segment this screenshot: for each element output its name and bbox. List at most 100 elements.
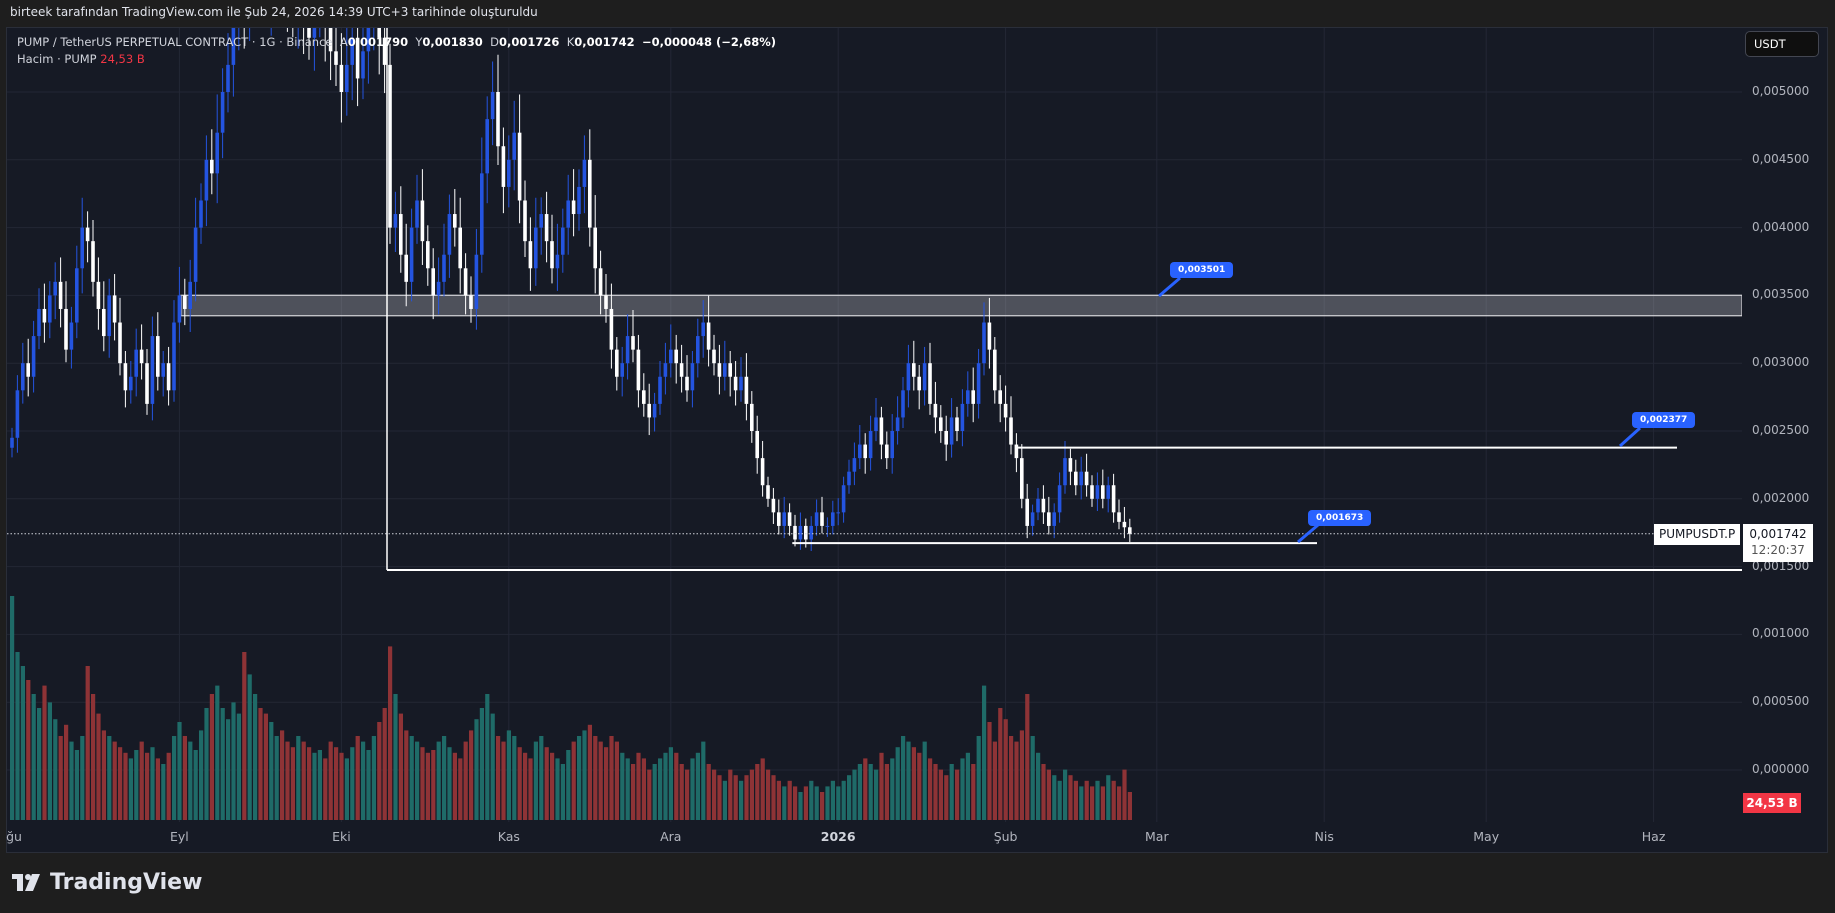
candle-body <box>922 363 927 391</box>
price-tick-label: 0,001500 <box>1752 558 1810 573</box>
candle-body <box>890 431 894 459</box>
grid <box>7 28 1742 822</box>
candle-body <box>777 512 781 526</box>
volume-bar <box>355 736 360 820</box>
volume-bar <box>47 702 52 820</box>
candle-body <box>598 268 603 296</box>
candle-body <box>161 363 165 377</box>
candle-body <box>64 308 68 350</box>
candle-body <box>150 336 155 404</box>
volume-bar <box>685 769 690 820</box>
candle-body <box>517 132 522 201</box>
volume-bar <box>20 666 25 820</box>
volume-bar <box>382 708 387 820</box>
candle-body <box>906 363 911 391</box>
volume-bar <box>906 741 911 820</box>
volume-bar <box>803 786 808 820</box>
price-callout-0-002377[interactable]: 0,002377 <box>1632 412 1696 428</box>
candle-body <box>679 363 684 377</box>
currency-button[interactable]: USDT <box>1745 31 1819 57</box>
candle-body <box>663 363 668 377</box>
candle-body <box>588 159 592 228</box>
volume-bar <box>37 708 42 820</box>
candle-body <box>361 51 365 79</box>
candle-body <box>15 390 20 438</box>
time-tick-label: ğu <box>6 829 22 844</box>
candle-body <box>415 200 419 228</box>
volume-bar <box>26 680 31 820</box>
price-tick-label: 0,003000 <box>1752 355 1810 370</box>
volume-bar <box>350 747 355 820</box>
candle-body <box>885 444 889 459</box>
candle-body <box>696 336 700 364</box>
volume-bar <box>771 775 776 820</box>
volume-bar <box>1019 730 1024 820</box>
candle-body <box>615 349 619 377</box>
price-callout-0-001673[interactable]: 0,001673 <box>1308 510 1372 526</box>
candle-body <box>836 512 840 514</box>
volume-bar <box>226 719 231 820</box>
volume-bar <box>658 758 663 820</box>
candle-body <box>469 295 473 309</box>
price-tick-label: 0,002500 <box>1752 423 1810 437</box>
candle-body <box>706 322 711 350</box>
volume-bars <box>10 596 1132 820</box>
price-callout-0-003501[interactable]: 0,003501 <box>1170 262 1234 278</box>
volume-bar <box>744 775 749 820</box>
candle-body <box>652 403 657 418</box>
candle-body <box>631 336 635 350</box>
candle-body <box>976 363 981 404</box>
candle-body <box>366 28 371 52</box>
candle-body <box>420 200 425 242</box>
candle-body <box>80 227 84 269</box>
volume-bar <box>620 752 625 820</box>
candle-body <box>690 363 695 391</box>
chart-pane[interactable] <box>6 27 1828 853</box>
volume-bar <box>922 741 927 820</box>
volume-bar <box>458 758 463 820</box>
volume-bar <box>107 736 112 820</box>
volume-bar <box>847 775 852 820</box>
volume-bar <box>209 694 214 820</box>
volume-bar <box>690 758 695 820</box>
candle-body <box>1101 485 1105 499</box>
candle-body <box>318 0 322 11</box>
volume-bar <box>134 750 139 820</box>
candle-body <box>728 363 732 377</box>
candle-body <box>701 322 705 337</box>
change-value: −0,000048 (−2,68%) <box>641 35 777 49</box>
candle-body <box>215 132 219 174</box>
volume-bar <box>447 747 452 820</box>
candle-body <box>577 186 581 215</box>
volume-bar <box>571 741 576 820</box>
price-tick-label: 0,000000 <box>1752 762 1810 776</box>
volume-bar <box>1030 736 1035 820</box>
volume-bar <box>1111 780 1116 820</box>
candle-body <box>868 431 873 459</box>
candle-body <box>139 349 144 364</box>
volume-bar <box>868 764 873 820</box>
volume-bar <box>155 758 160 820</box>
candle-body <box>544 214 549 242</box>
volume-bar <box>598 741 603 820</box>
volume-bar <box>820 792 825 820</box>
candle-body <box>307 28 311 38</box>
candle-body <box>123 363 128 391</box>
tradingview-logo[interactable]: TradingView <box>12 870 202 895</box>
volume-bar <box>971 764 976 820</box>
candle-body <box>1111 485 1116 513</box>
candle-body <box>863 444 867 459</box>
candle-body <box>10 437 14 448</box>
volume-bar <box>177 722 182 820</box>
volume-bar <box>1057 780 1062 820</box>
candle-body <box>841 485 846 513</box>
candle-body <box>350 37 354 65</box>
candle-body <box>1014 444 1019 459</box>
volume-bar <box>1068 775 1073 820</box>
volume-bar <box>1025 694 1030 820</box>
open-label: A <box>339 35 348 49</box>
candle-body <box>750 403 754 431</box>
volume-bar <box>182 736 187 820</box>
volume-bar <box>431 750 436 820</box>
